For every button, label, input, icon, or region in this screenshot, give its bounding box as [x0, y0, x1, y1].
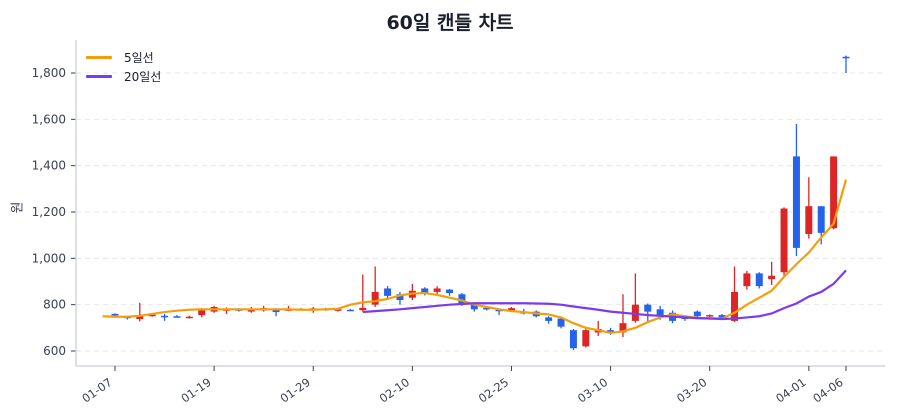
- candle-body[interactable]: [421, 288, 429, 294]
- x-tick-label: 04-01: [773, 375, 808, 406]
- y-tick-label: 800: [43, 298, 66, 312]
- ma20-line: [362, 269, 847, 321]
- candle-body[interactable]: [161, 315, 169, 318]
- candle-body[interactable]: [458, 294, 466, 304]
- candle-body[interactable]: [545, 317, 553, 321]
- y-tick-label: 1,200: [32, 205, 66, 219]
- candle-body[interactable]: [173, 316, 181, 318]
- candle-body[interactable]: [359, 307, 367, 311]
- candle-body[interactable]: [557, 318, 565, 327]
- candle-body[interactable]: [693, 311, 701, 317]
- candle-body[interactable]: [148, 314, 156, 317]
- candle-body[interactable]: [446, 289, 454, 294]
- candle-body[interactable]: [718, 315, 726, 318]
- candle-body[interactable]: [346, 309, 354, 312]
- candle-body[interactable]: [644, 304, 652, 312]
- candle-body[interactable]: [247, 309, 255, 312]
- x-tick-label: 01-29: [278, 375, 313, 406]
- x-tick-label: 01-19: [178, 375, 213, 406]
- y-tick-label: 1,600: [32, 112, 66, 126]
- x-tick-label: 03-20: [674, 375, 709, 406]
- candle-body[interactable]: [384, 288, 392, 296]
- candle-body[interactable]: [817, 206, 825, 233]
- x-tick-label: 01-07: [79, 375, 114, 406]
- candle-body[interactable]: [842, 56, 850, 59]
- candle-body[interactable]: [433, 288, 441, 292]
- candle-body[interactable]: [619, 323, 627, 333]
- candle-body[interactable]: [656, 309, 664, 316]
- y-tick-label: 1,400: [32, 159, 66, 173]
- candle-body[interactable]: [569, 330, 577, 349]
- candle-body[interactable]: [830, 156, 838, 229]
- candle-body[interactable]: [805, 206, 813, 235]
- legend: 5일선 20일선: [86, 48, 161, 86]
- candle-body[interactable]: [768, 275, 776, 280]
- ma20-swatch-icon: [86, 75, 112, 78]
- legend-item-ma5[interactable]: 5일선: [86, 48, 161, 67]
- candle-body[interactable]: [631, 304, 639, 321]
- candle-body[interactable]: [730, 291, 738, 321]
- y-tick-label: 1,000: [32, 251, 66, 265]
- candle-body[interactable]: [334, 309, 342, 311]
- candle-body[interactable]: [743, 273, 751, 287]
- candle-body[interactable]: [371, 291, 379, 305]
- legend-label: 20일선: [124, 70, 162, 84]
- y-tick-label: 600: [43, 344, 66, 358]
- candle-body[interactable]: [111, 313, 119, 316]
- candle-body[interactable]: [185, 316, 193, 319]
- candle-body[interactable]: [582, 330, 590, 347]
- candle-body[interactable]: [780, 208, 788, 273]
- chart-title: 60일 캔들 차트: [386, 12, 514, 34]
- candle-body[interactable]: [507, 308, 515, 312]
- candle-body[interactable]: [495, 309, 503, 312]
- x-tick-label: 03-10: [575, 375, 610, 406]
- candle-body[interactable]: [755, 273, 763, 287]
- legend-item-ma20[interactable]: 20일선: [86, 67, 161, 86]
- candle-body[interactable]: [198, 310, 206, 316]
- candle-body[interactable]: [396, 294, 404, 301]
- legend-label: 5일선: [124, 51, 154, 65]
- ma5-swatch-icon: [86, 56, 112, 59]
- candle-body[interactable]: [483, 307, 491, 310]
- candle-body[interactable]: [272, 309, 280, 313]
- candle-body[interactable]: [607, 330, 615, 332]
- candle-body[interactable]: [792, 156, 800, 248]
- x-tick-label: 02-25: [476, 375, 511, 406]
- candle-body[interactable]: [136, 316, 144, 320]
- y-axis-label: 원: [10, 201, 26, 214]
- y-tick-label: 1,800: [32, 66, 66, 80]
- candle-body[interactable]: [470, 304, 478, 310]
- x-tick-label: 04-06: [810, 375, 845, 406]
- x-tick-label: 02-10: [377, 375, 412, 406]
- candle-body[interactable]: [706, 315, 714, 317]
